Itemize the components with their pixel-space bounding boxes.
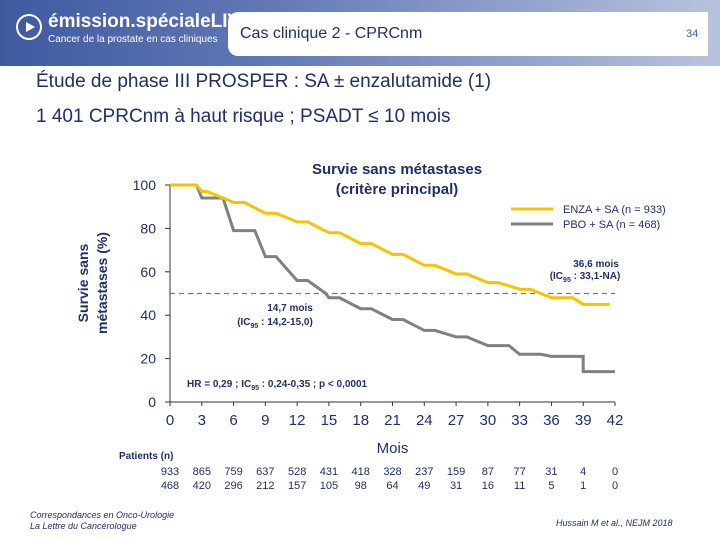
risk-cell-pbo: 1 (580, 480, 586, 492)
annotations: 36,6 mois(IC95 : 33,1-NA) 14,7 mois (IC95 … (187, 259, 620, 392)
annotation-pbo-ci: (IC95 : 14,2-15,0) (237, 317, 313, 330)
risk-cell-enza: 237 (415, 466, 433, 478)
x-tick-label: 0 (166, 412, 174, 429)
series-line-enza (170, 183, 610, 306)
risk-table: Patients (n) 933 468 865 420 759 296 637 212 528 1… (119, 451, 618, 492)
x-tick-label: 27 (448, 412, 465, 429)
risk-cell-enza: 933 (161, 466, 179, 478)
annotation-enza-median: 36,6 mois (573, 259, 619, 270)
x-tick-label: 15 (321, 412, 338, 429)
x-tick-label: 36 (543, 412, 560, 429)
risk-cell-enza: 159 (447, 466, 465, 478)
y-tick-label: 40 (140, 307, 156, 323)
risk-cell-enza: 0 (612, 466, 618, 478)
footer-source-line1: Correspondances en Onco-Urologie (30, 510, 175, 520)
y-tick-label: 0 (148, 394, 156, 410)
risk-cell-pbo: 105 (320, 480, 338, 492)
x-tick-label: 24 (416, 412, 433, 429)
risk-cell-pbo: 468 (161, 480, 179, 492)
x-axis-label: Mois (377, 440, 409, 457)
page-number: 34 (686, 28, 699, 40)
curves (170, 183, 615, 374)
annotation-hr: HR = 0,29 ; IC95 : 0,24-0,35 ; p < 0,000… (187, 379, 368, 392)
legend: ENZA + SA (n = 933) PBO + SA (n = 468) (511, 204, 666, 231)
risk-cell-pbo: 0 (612, 480, 618, 492)
risk-cell-enza: 77 (514, 466, 526, 478)
brand-logo: émission.spécialeLIVE (48, 11, 253, 32)
annotation-pbo-median: 14,7 mois (267, 303, 313, 314)
slide-title-line1: Étude de phase III PROSPER : SA ± enzalu… (36, 71, 492, 92)
legend-label-pbo: PBO + SA (n = 468) (563, 219, 660, 231)
risk-cell-enza: 865 (193, 466, 211, 478)
risk-cell-enza: 418 (352, 466, 370, 478)
footer-source-line2: La Lettre du Cancérologue (30, 521, 137, 531)
risk-cell-enza: 31 (545, 466, 557, 478)
chart-title-line1: Survie sans métastases (312, 161, 482, 178)
risk-cell-pbo: 49 (418, 480, 430, 492)
x-tick-label: 18 (352, 412, 369, 429)
x-tick-label: 33 (511, 412, 528, 429)
annotation-enza-ci: (IC95 : 33,1-NA) (550, 271, 621, 284)
risk-cell-enza: 431 (320, 466, 338, 478)
risk-cell-pbo: 157 (288, 480, 306, 492)
series-line-pbo (170, 183, 615, 374)
y-tick-label: 80 (140, 220, 156, 236)
risk-cell-enza: 4 (580, 466, 586, 478)
risk-cell-pbo: 296 (224, 480, 242, 492)
footer-citation: Hussain M et al., NEJM 2018 (556, 518, 673, 528)
x-tick-label: 6 (229, 412, 237, 429)
risk-cell-pbo: 420 (193, 480, 211, 492)
legend-label-enza: ENZA + SA (n = 933) (563, 204, 666, 216)
risk-cell-enza: 759 (224, 466, 242, 478)
risk-cell-enza: 528 (288, 466, 306, 478)
chart-title-line2: (critère principal) (336, 181, 459, 198)
y-tick-label: 100 (133, 177, 157, 193)
header-title-box (228, 12, 708, 56)
y-axis-label-line2: métastases (%) (94, 232, 110, 334)
risk-cell-enza: 328 (383, 466, 401, 478)
risk-cell-pbo: 16 (482, 480, 494, 492)
x-tick-label: 3 (198, 412, 206, 429)
risk-table-label: Patients (n) (119, 451, 173, 462)
slide-title-line2: 1 401 CPRCnm à haut risque ; PSADT ≤ 10 … (36, 106, 451, 127)
risk-cell-pbo: 11 (514, 480, 525, 492)
y-tick-label: 20 (140, 351, 156, 367)
risk-cell-pbo: 5 (548, 480, 554, 492)
brand-subtitle: Cancer de la prostate en cas cliniques (48, 34, 218, 45)
header-title: Cas clinique 2 - CPRCnm (240, 25, 423, 42)
risk-cell-pbo: 98 (355, 480, 367, 492)
x-tick-label: 12 (289, 412, 306, 429)
risk-cell-enza: 87 (482, 466, 494, 478)
x-tick-label: 39 (575, 412, 592, 429)
y-tick-label: 60 (140, 264, 156, 280)
x-tick-label: 21 (384, 412, 401, 429)
play-icon (16, 14, 42, 40)
x-tick-label: 42 (607, 412, 624, 429)
risk-cell-pbo: 64 (386, 480, 398, 492)
footer-source: Correspondances en Onco-Urologie La Lett… (30, 510, 174, 532)
y-axis-label-line1: Survie sans (75, 243, 91, 322)
x-tick-label: 9 (261, 412, 269, 429)
x-tick-label: 30 (480, 412, 497, 429)
risk-cell-enza: 637 (256, 466, 274, 478)
risk-cell-pbo: 31 (450, 480, 462, 492)
risk-cell-pbo: 212 (256, 480, 274, 492)
